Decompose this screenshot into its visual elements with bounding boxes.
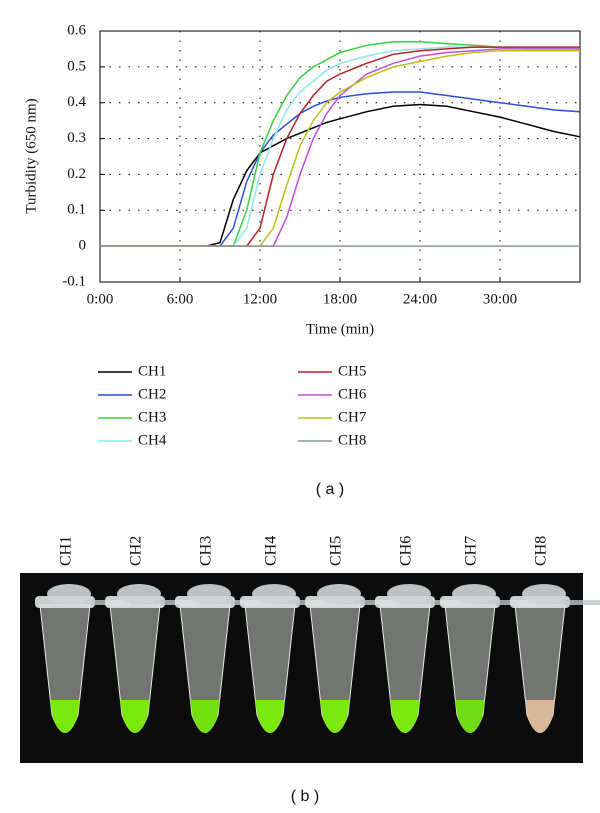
y-tick-label: 0.5: [67, 58, 86, 74]
tube-cap: [47, 584, 91, 604]
series-line: [100, 46, 580, 247]
tube: [375, 584, 471, 733]
series-line: [100, 49, 580, 247]
series-line: [100, 103, 581, 247]
tube: [440, 584, 536, 733]
tube: [305, 584, 401, 733]
tube-label: CH3: [198, 536, 215, 566]
y-axis-title: Turbidity (650 nm): [23, 98, 39, 213]
x-tick-label: 12:00: [243, 291, 277, 307]
tube-liquid: [190, 700, 220, 733]
legend-label: CH6: [338, 386, 367, 402]
y-tick-label: 0.1: [67, 202, 86, 218]
tube: [240, 584, 336, 733]
x-tick-label: 30:00: [483, 291, 517, 307]
y-tick-label: -0.1: [62, 273, 86, 289]
legend-label: CH2: [138, 386, 166, 402]
tube-cap: [187, 584, 231, 604]
tube-liquid: [120, 700, 150, 733]
caption-a: ( a ): [316, 481, 344, 498]
legend-label: CH5: [338, 363, 366, 379]
plot-frame: [99, 30, 581, 283]
tube-cap: [252, 584, 296, 604]
tube: [105, 584, 201, 733]
tube-label: CH1: [58, 536, 75, 566]
tube-label: CH4: [263, 536, 280, 566]
y-tick-label: 0: [79, 238, 87, 254]
tube-label: CH5: [328, 536, 345, 566]
x-axis-title: Time (min): [306, 321, 374, 337]
tube-cap: [452, 584, 496, 604]
x-tick-label: 6:00: [167, 291, 194, 307]
x-tick-label: 24:00: [403, 291, 437, 307]
x-tick-label: 18:00: [323, 291, 357, 307]
y-tick-label: 0.4: [67, 94, 86, 110]
legend-label: CH7: [338, 409, 367, 425]
tube-label: CH7: [463, 536, 480, 566]
tube-hinge: [566, 600, 600, 605]
tube-liquid: [390, 700, 420, 733]
tube-liquid: [50, 700, 80, 733]
tube-liquid: [525, 700, 555, 733]
tube: [510, 584, 600, 733]
legend-label: CH8: [338, 432, 366, 448]
series-line: [100, 48, 580, 247]
y-tick-label: 0.2: [67, 166, 86, 182]
legend-label: CH4: [138, 432, 167, 448]
series-line: [100, 41, 580, 247]
tube-cap: [117, 584, 161, 604]
legend-label: CH3: [138, 409, 166, 425]
tube-label: CH6: [398, 536, 415, 566]
tube-label: CH2: [128, 536, 145, 566]
tube: [175, 584, 271, 733]
caption-b: ( b ): [291, 788, 319, 805]
tube: [35, 584, 131, 733]
tube-liquid: [320, 700, 350, 733]
tube-cap: [317, 584, 361, 604]
tube-liquid: [255, 700, 285, 733]
series-line: [100, 46, 580, 247]
legend-label: CH1: [138, 363, 166, 379]
y-tick-label: 0.6: [67, 22, 86, 38]
tube-cap: [387, 584, 431, 604]
series-line: [100, 91, 581, 247]
tube-cap: [522, 584, 566, 604]
y-tick-label: 0.3: [67, 130, 86, 146]
tube-liquid: [455, 700, 485, 733]
x-tick-label: 0:00: [87, 291, 114, 307]
tube-label: CH8: [533, 536, 550, 566]
